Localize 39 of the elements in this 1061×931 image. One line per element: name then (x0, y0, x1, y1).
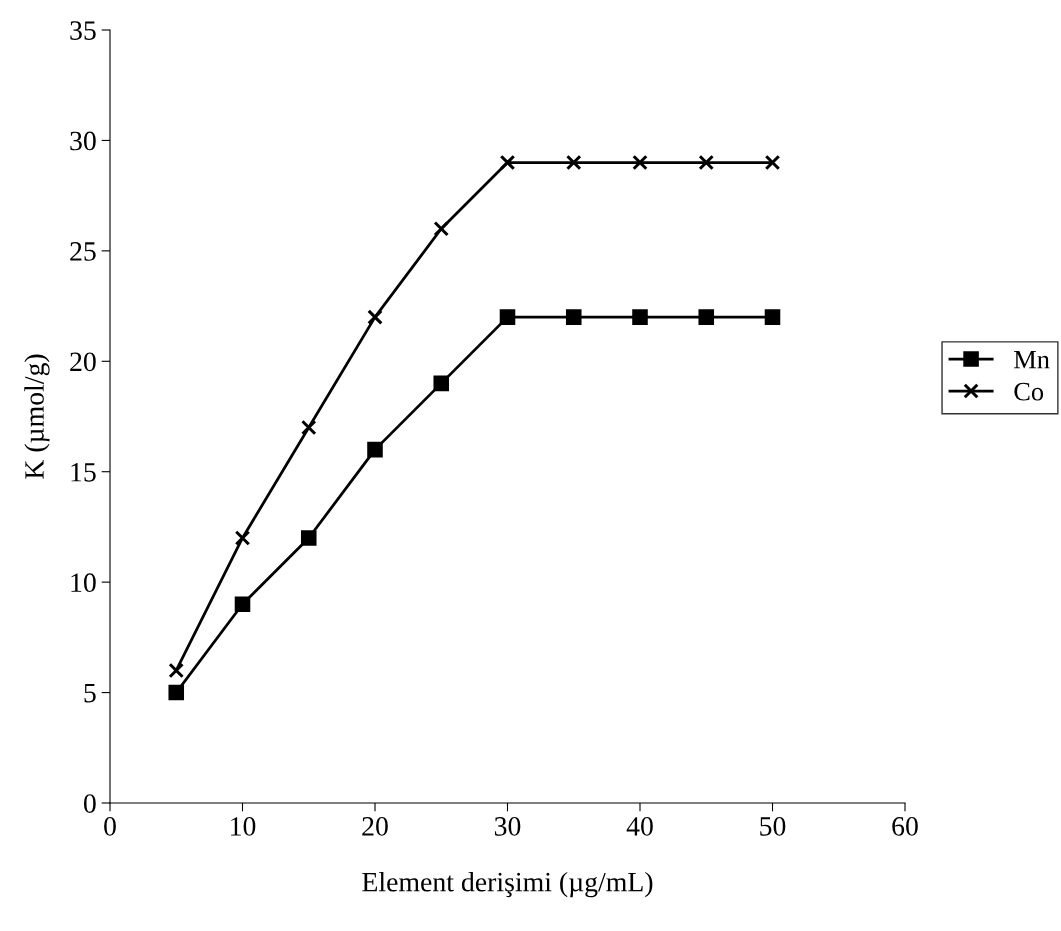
y-tick-label: 15 (71, 463, 96, 482)
point (565, 309, 582, 325)
point (234, 596, 251, 613)
point (433, 375, 450, 392)
legend-label: Co (1014, 382, 1044, 401)
point (367, 441, 383, 458)
legend-label: Mn (1014, 350, 1050, 369)
y-tick-label: 35 (70, 21, 96, 40)
x-tick-label: 30 (494, 817, 521, 836)
point (234, 530, 251, 546)
y-tick-label: 0 (83, 794, 96, 813)
y-tick-label: 30 (70, 131, 96, 151)
point (698, 309, 715, 325)
point (632, 154, 648, 171)
point (367, 309, 383, 325)
y-tick-label: 20 (70, 352, 96, 372)
point (499, 309, 516, 325)
point (764, 154, 781, 171)
y-tick-label: 25 (70, 242, 96, 261)
point (764, 309, 781, 325)
x-tick-label: 0 (104, 817, 116, 836)
point (499, 154, 516, 171)
x-tick-label: 60 (892, 817, 918, 836)
point (168, 684, 185, 701)
point (300, 419, 317, 436)
y-tick-label: 10 (71, 573, 96, 593)
point (300, 530, 317, 546)
x-tick-label: 40 (626, 817, 653, 836)
y-tick-label: 5 (84, 684, 96, 703)
point (433, 220, 450, 237)
point (168, 662, 185, 679)
y-axis-title: K (µmol/g) (24, 354, 50, 479)
point (698, 154, 715, 171)
x-tick-label: 10 (231, 817, 256, 836)
x-tick-label: 50 (760, 817, 786, 836)
x-axis-title: Element derişimi (µg/mL) (362, 871, 653, 898)
point (565, 154, 582, 171)
x-tick-label: 20 (362, 817, 388, 836)
point (632, 309, 648, 325)
